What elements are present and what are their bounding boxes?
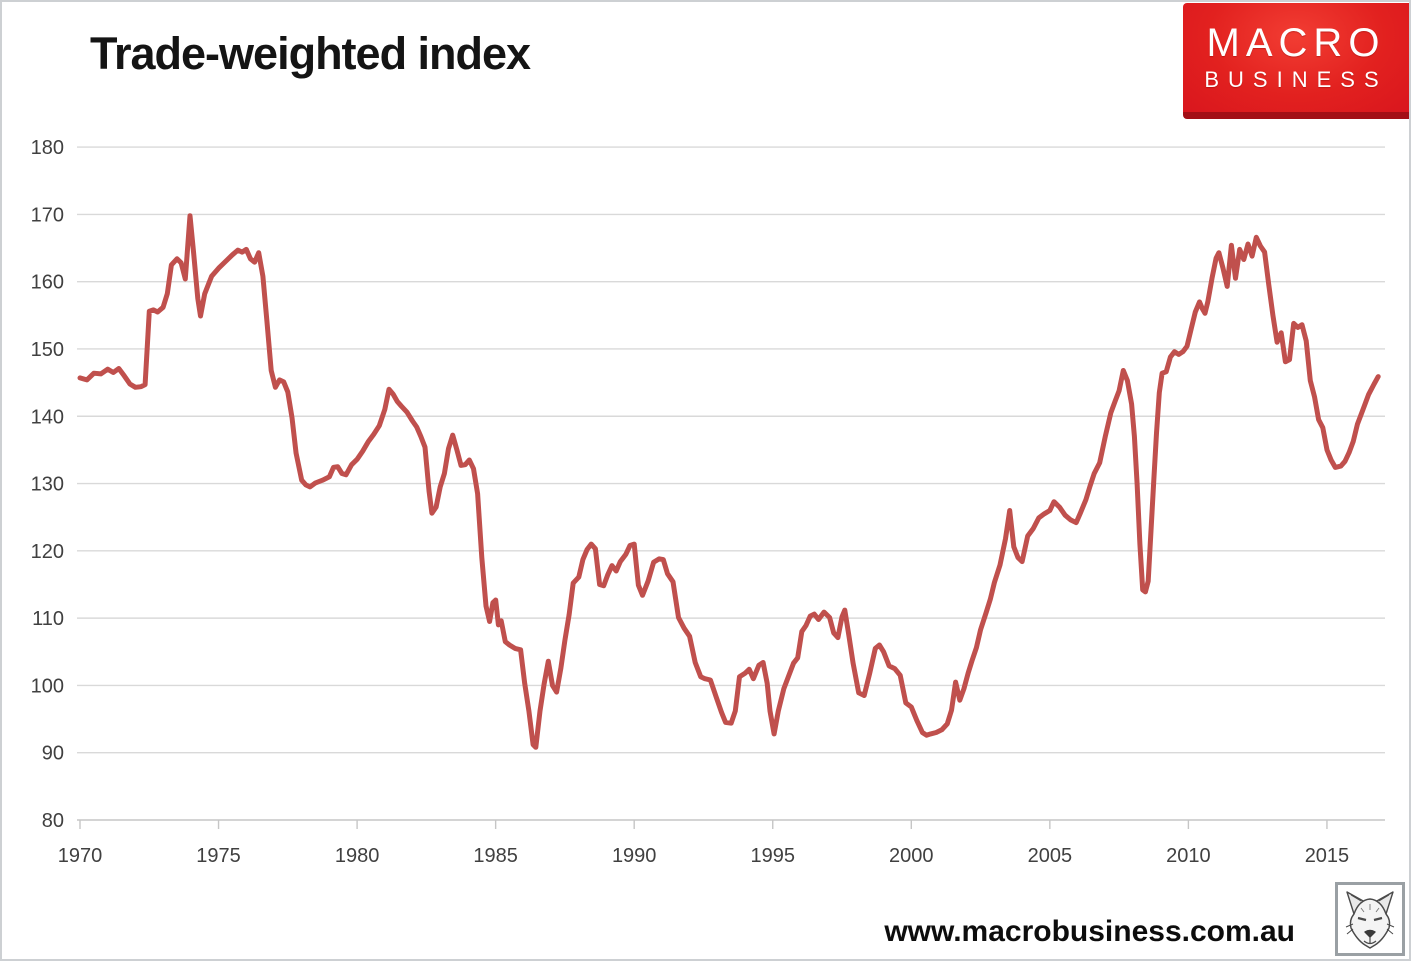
x-tick-label-2005: 2005: [1028, 845, 1073, 867]
x-tick-label-1990: 1990: [612, 845, 657, 867]
y-tick-label-140: 140: [31, 406, 64, 428]
y-tick-label-130: 130: [31, 474, 64, 496]
y-tick-label-80: 80: [42, 810, 64, 832]
y-tick-label-110: 110: [32, 608, 64, 630]
x-tick-label-1995: 1995: [751, 845, 796, 867]
y-tick-label-170: 170: [31, 204, 64, 226]
page-title: Trade-weighted index: [90, 28, 531, 79]
x-tick-label-1970: 1970: [58, 845, 103, 867]
y-tick-label-100: 100: [31, 675, 64, 697]
wolf-sketch-icon: [1345, 891, 1395, 949]
x-tick-label-2010: 2010: [1166, 845, 1211, 867]
wolf-logo-box: [1335, 882, 1405, 956]
series-line-0: [77, 213, 1381, 750]
y-tick-label-160: 160: [31, 272, 64, 294]
y-tick-label-180: 180: [31, 137, 64, 159]
y-tick-label-90: 90: [42, 743, 64, 765]
footer-url: www.macrobusiness.com.au: [884, 915, 1295, 948]
x-tick-label-1985: 1985: [473, 845, 518, 867]
macrobusiness-logo: MACRO BUSINESS: [1183, 3, 1409, 119]
x-tick-label-2015: 2015: [1305, 845, 1350, 867]
y-tick-label-150: 150: [31, 339, 64, 361]
logo-line-business: BUSINESS: [1204, 67, 1388, 92]
x-tick-label-1975: 1975: [196, 845, 241, 867]
x-tick-label-2000: 2000: [889, 845, 934, 867]
y-tick-label-120: 120: [31, 541, 64, 563]
logo-line-macro: MACRO: [1206, 21, 1386, 65]
x-tick-label-1980: 1980: [335, 845, 380, 867]
